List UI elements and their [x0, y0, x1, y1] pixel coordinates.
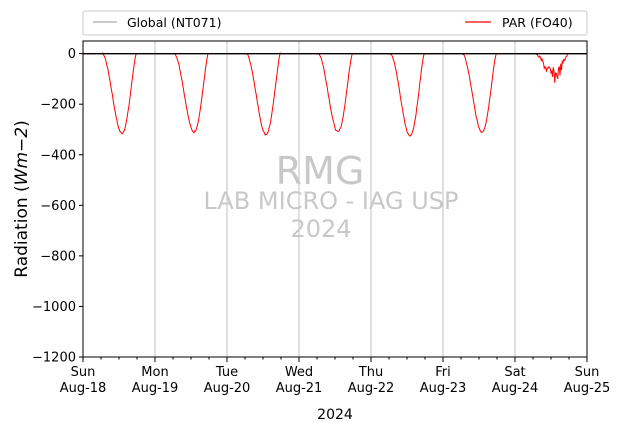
- y-tick-label: −1200: [32, 351, 76, 366]
- legend-frame: [82, 10, 588, 36]
- grid-lines: [154, 41, 516, 357]
- y-tick-label: −800: [40, 249, 76, 264]
- legend-label-global: Global (NT071): [127, 15, 221, 30]
- x-axis-label: 2024: [317, 407, 353, 423]
- x-tick-label-day: Mon: [141, 365, 168, 380]
- watermark-line1: RMG: [276, 149, 365, 193]
- x-tick-label-date: Aug-20: [204, 381, 251, 396]
- x-tick-label-date: Aug-19: [132, 381, 179, 396]
- y-tick-label: −400: [40, 148, 76, 163]
- x-tick-label-date: Aug-22: [348, 381, 395, 396]
- x-tick-label-date: Aug-24: [492, 381, 539, 396]
- x-tick-label-day: Tue: [215, 365, 238, 380]
- x-tick-label-day: Wed: [285, 365, 313, 380]
- x-tick-label-day: Sun: [71, 365, 96, 380]
- x-axis: SunAug-18MonAug-19TueAug-20WedAug-21ThuA…: [60, 357, 611, 396]
- y-axis: 0 −200 −400 −600 −800 −1000 −1200: [32, 47, 83, 366]
- y-tick-label: −1000: [32, 300, 76, 315]
- x-tick-label-date: Aug-21: [276, 381, 323, 396]
- legend: Global (NT071) PAR (FO40): [82, 10, 588, 36]
- watermark: RMG LAB MICRO - IAG USP 2024: [203, 149, 458, 243]
- x-tick-label-day: Thu: [358, 365, 383, 380]
- series-line-par: [82, 51, 588, 137]
- x-tick-label-date: Aug-23: [420, 381, 467, 396]
- y-tick-label: 0: [68, 47, 76, 62]
- x-tick-label-day: Sun: [575, 365, 600, 380]
- watermark-line2: LAB MICRO - IAG USP: [203, 187, 458, 215]
- x-tick-label-date: Aug-25: [564, 381, 611, 396]
- legend-label-par: PAR (FO40): [502, 15, 573, 30]
- x-tick-label-day: Fri: [435, 365, 451, 380]
- x-tick-label-day: Sat: [504, 365, 525, 380]
- y-tick-label: −600: [40, 199, 76, 214]
- y-tick-label: −200: [40, 98, 76, 113]
- plot-area: RMG LAB MICRO - IAG USP 2024: [82, 40, 588, 358]
- watermark-line3: 2024: [290, 215, 351, 243]
- x-tick-label-date: Aug-18: [60, 381, 107, 396]
- y-axis-label: Radiation (Wm−2): [12, 120, 32, 277]
